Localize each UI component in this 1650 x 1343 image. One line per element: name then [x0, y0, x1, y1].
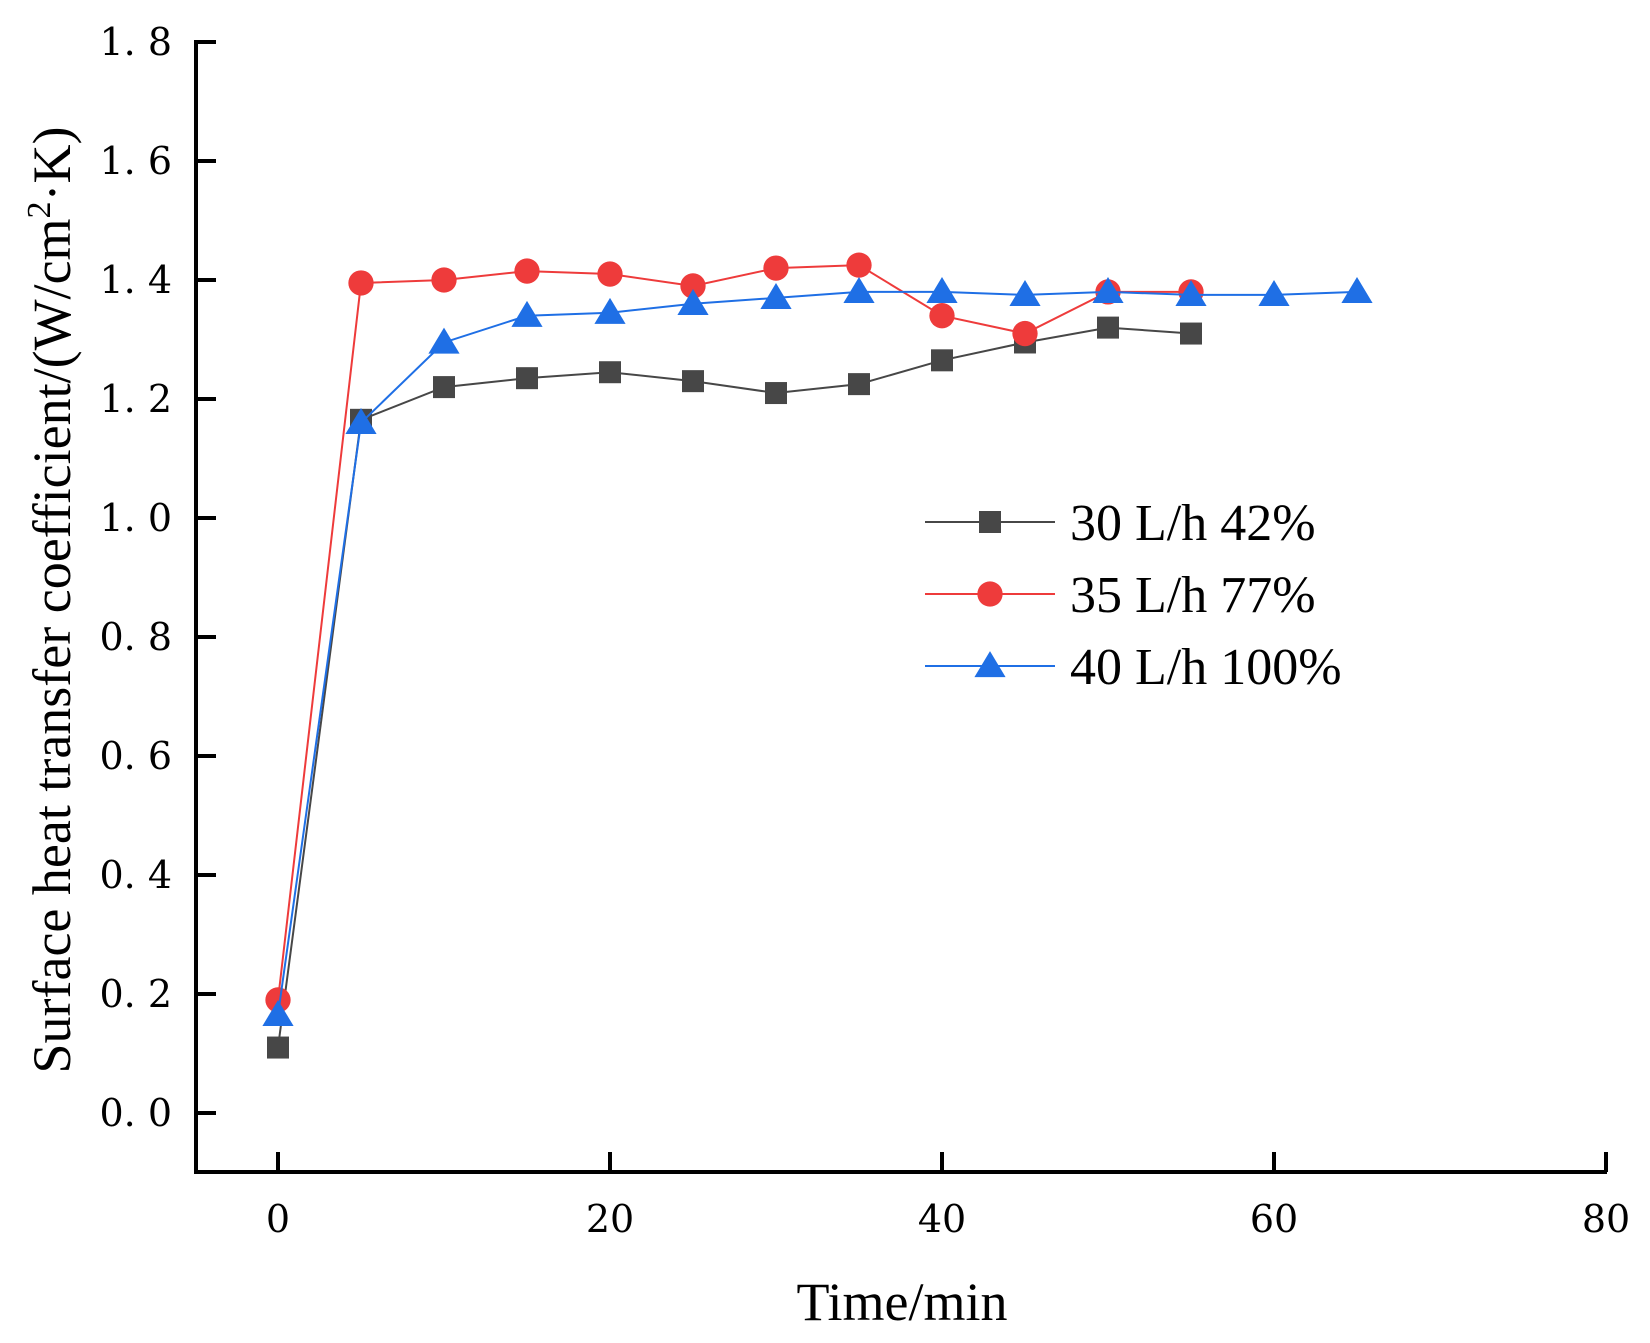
x-tick-label: 20 — [586, 1197, 634, 1241]
y-tick-label: 1. 2 — [99, 377, 172, 421]
legend-label: 40 L/h 100% — [1070, 639, 1342, 696]
x-tick-label: 0 — [266, 1197, 290, 1241]
y-tick-label: 1. 8 — [99, 20, 172, 64]
data-point — [843, 277, 875, 304]
y-tick-label: 0. 6 — [99, 734, 172, 778]
y-tick-label: 1. 4 — [99, 258, 172, 302]
data-point — [1180, 322, 1202, 345]
data-point — [1258, 280, 1290, 307]
x-tick-label: 80 — [1582, 1197, 1630, 1241]
data-point — [262, 999, 294, 1026]
data-point — [929, 303, 955, 329]
y-tick-label: 0. 0 — [99, 1091, 172, 1135]
series-2 — [265, 252, 1204, 1013]
legend-marker — [979, 511, 1001, 533]
series-line — [277, 326, 1192, 1048]
legend-marker — [977, 581, 1003, 607]
data-point — [1092, 277, 1124, 304]
data-point — [682, 370, 704, 393]
axes — [194, 40, 1607, 1174]
data-point — [846, 252, 872, 278]
y-tick-label: 1. 6 — [99, 139, 172, 183]
legend-label: 35 L/h 77% — [1070, 567, 1316, 624]
y-tick-label: 0. 2 — [99, 972, 172, 1016]
data-point — [431, 267, 457, 293]
data-point — [680, 273, 706, 299]
data-point — [1009, 280, 1041, 307]
x-axis-title: Time/min — [796, 1272, 1007, 1332]
legend-label: 30 L/h 42% — [1070, 495, 1316, 552]
data-point — [428, 327, 460, 354]
y-axis-title: Surface heat transfer coefficient/(W/cm2… — [21, 126, 82, 1073]
legend-marker — [974, 651, 1006, 678]
data-point — [765, 382, 787, 405]
series-1 — [267, 316, 1202, 1059]
data-point — [848, 373, 870, 396]
series-3 — [262, 277, 1373, 1026]
ticks: 0. 0 0. 2 0. 4 0. 6 0. 8 1. 0 1. 2 1. 4 1. 6 1. 8… — [99, 20, 1630, 1241]
data-point — [597, 261, 623, 287]
data-point — [345, 407, 377, 434]
data-point — [514, 258, 540, 284]
x-tick-label: 60 — [1250, 1197, 1298, 1241]
y-tick-label: 0. 4 — [99, 853, 172, 897]
data-point — [267, 1036, 289, 1059]
data-point — [926, 277, 958, 304]
data-point — [1012, 320, 1038, 347]
data-point — [1175, 280, 1207, 307]
data-point — [1341, 277, 1373, 304]
y-axis-title-end: ·K) — [22, 126, 82, 201]
series-line — [277, 264, 1191, 1001]
data-point — [760, 283, 792, 309]
data-point — [348, 270, 374, 296]
y-tick-label: 1. 0 — [99, 496, 172, 540]
y-axis-title-main: Surface heat transfer coefficient/(W/cm — [22, 218, 82, 1073]
data-point — [433, 376, 455, 399]
data-point — [599, 361, 621, 384]
legend: 30 L/h 42% 35 L/h 77% 40 L/h 100% — [925, 495, 1342, 696]
data-point — [265, 987, 291, 1013]
data-point — [516, 367, 538, 390]
data-point — [1097, 316, 1119, 339]
data-point — [763, 255, 789, 281]
x-tick-label: 40 — [918, 1197, 966, 1241]
series-layer — [262, 252, 1373, 1059]
data-point — [677, 288, 709, 315]
y-axis-title-superscript: 2 — [21, 201, 58, 218]
data-point — [511, 300, 543, 327]
y-tick-label: 0. 8 — [99, 615, 172, 659]
series-line — [277, 290, 1358, 1015]
data-point — [594, 297, 626, 324]
data-point — [931, 349, 953, 372]
